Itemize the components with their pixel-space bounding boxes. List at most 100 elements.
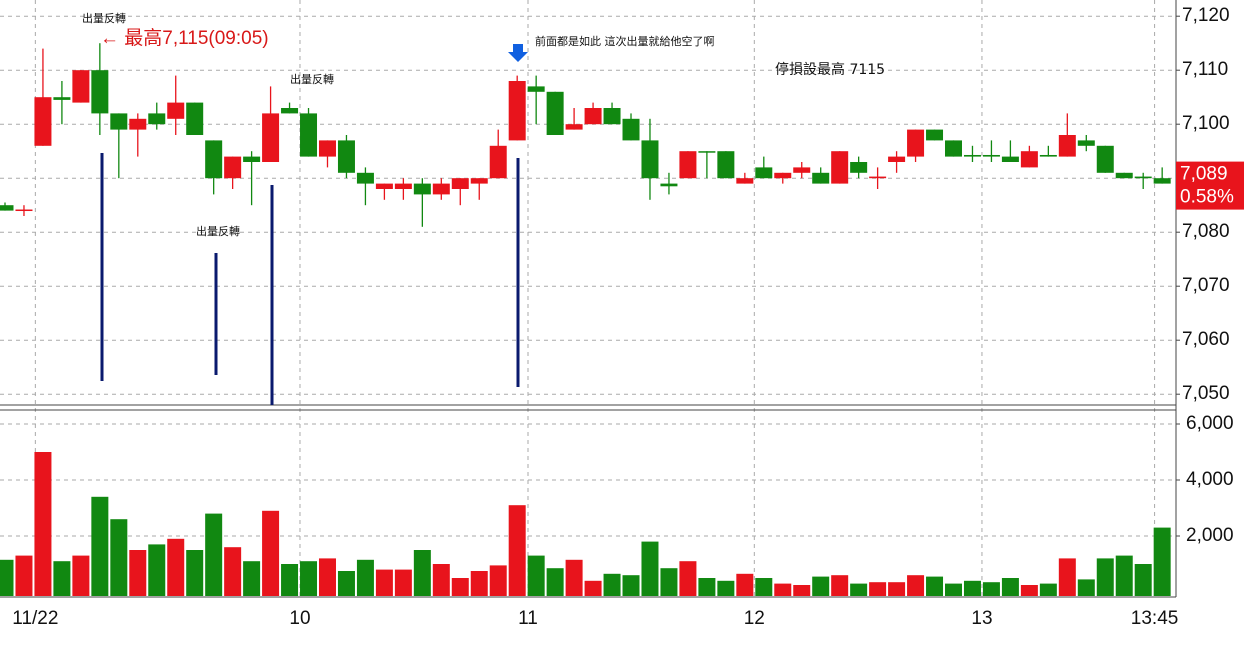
annotation: ← 最高7,115(09:05) xyxy=(100,27,269,49)
candle-body xyxy=(1096,145,1114,173)
last-price-box xyxy=(1176,161,1244,210)
volume-bar xyxy=(907,575,925,596)
volume-bar xyxy=(91,496,109,596)
candle-body xyxy=(888,156,906,162)
volume-bar xyxy=(565,559,583,596)
volume-bar xyxy=(413,550,431,596)
candle-body xyxy=(926,129,944,141)
volume-bar xyxy=(356,559,374,596)
candle-body xyxy=(622,118,640,141)
y-tick-label: 7,060 xyxy=(1182,329,1230,350)
volume-bar xyxy=(224,547,242,596)
candle-body xyxy=(470,178,488,184)
candle-body xyxy=(755,167,773,179)
volume-bar xyxy=(470,571,488,596)
annotation: 出量反轉 xyxy=(82,11,126,25)
annotation: 出量反轉 xyxy=(196,224,240,238)
candle-body xyxy=(1134,176,1152,179)
volume-bar xyxy=(736,573,754,596)
last-price-label: 7,089 xyxy=(1180,164,1228,185)
volume-bar xyxy=(1039,583,1057,596)
candle-body xyxy=(793,167,811,173)
change-label: 0.58% xyxy=(1180,187,1234,208)
volume-bar xyxy=(850,583,868,596)
volume-bar xyxy=(812,576,830,596)
x-tick-label: 11/22 xyxy=(12,608,58,629)
volume-bar xyxy=(982,582,1000,596)
candle-body xyxy=(53,97,71,100)
annotation: 出量反轉 xyxy=(290,72,334,86)
volume-bar xyxy=(584,580,602,596)
candle-body xyxy=(205,140,223,179)
candle-body xyxy=(1039,154,1057,157)
annotation: 前面都是如此 這次出量就給他空了啊 xyxy=(535,34,715,48)
candle-body xyxy=(982,154,1000,157)
candle-body xyxy=(1153,178,1171,184)
x-tick-label: 10 xyxy=(289,608,310,629)
candle-body xyxy=(736,178,754,184)
candle-body xyxy=(1058,135,1076,157)
annotation: 停損設最高 7115 xyxy=(775,61,885,78)
volume-bar xyxy=(1153,527,1171,596)
volume-bar xyxy=(774,583,792,596)
candle-body xyxy=(546,91,564,135)
x-tick-label: 11 xyxy=(518,608,538,629)
candle-body xyxy=(72,70,90,103)
volume-bar xyxy=(717,580,735,596)
volume-bar xyxy=(1077,579,1095,596)
grid xyxy=(0,0,1176,597)
volume-bar xyxy=(869,582,887,596)
y-tick-label: 7,110 xyxy=(1182,59,1228,80)
y2-tick-label: 6,000 xyxy=(1186,413,1234,434)
volume-bar xyxy=(489,565,507,596)
candle-body xyxy=(243,156,261,162)
candle-body xyxy=(413,183,431,195)
candle-body xyxy=(129,118,147,130)
volume-bar xyxy=(318,558,336,596)
candle-body xyxy=(679,151,697,179)
candle-body xyxy=(565,124,583,130)
marks xyxy=(0,43,1171,596)
volume-bar xyxy=(527,555,545,596)
candle-body xyxy=(831,151,849,184)
volume-bar xyxy=(167,538,185,596)
candle-body xyxy=(945,140,962,157)
volume-bar xyxy=(660,568,678,596)
candle-body xyxy=(489,145,507,179)
candle-body xyxy=(1001,156,1019,162)
volume-bar xyxy=(375,569,393,596)
candle-body xyxy=(584,108,602,125)
volume-bar xyxy=(337,571,355,596)
y-tick-label: 7,070 xyxy=(1182,275,1230,296)
volume-bar xyxy=(15,555,33,596)
candle-body xyxy=(432,183,450,195)
candle-body xyxy=(717,151,735,179)
volume-bar xyxy=(1096,558,1114,596)
y-tick-label: 7,050 xyxy=(1182,383,1230,404)
volume-bar xyxy=(1115,555,1133,596)
candle-body xyxy=(869,176,887,179)
candle-body xyxy=(318,140,336,157)
candle-body xyxy=(300,113,318,157)
candle-body xyxy=(186,102,204,135)
volume-bar xyxy=(1134,564,1152,596)
candle-body xyxy=(110,113,128,130)
candle-body xyxy=(451,178,469,189)
volume-bar xyxy=(72,555,90,596)
volume-bar xyxy=(110,519,128,596)
candle-body xyxy=(167,102,185,119)
volume-bar xyxy=(793,585,811,596)
x-tick-label: 13 xyxy=(971,608,992,629)
candle-body xyxy=(34,97,52,146)
arrow-icon xyxy=(508,44,528,62)
y2-tick-label: 4,000 xyxy=(1186,469,1234,490)
candle-body xyxy=(508,81,526,141)
volume-bar xyxy=(963,580,981,596)
candle-body xyxy=(963,154,981,157)
candle-body xyxy=(603,108,621,125)
candle-body xyxy=(907,129,925,157)
volume-bar xyxy=(129,550,147,596)
markers xyxy=(100,153,520,405)
volume-bar xyxy=(0,559,14,596)
